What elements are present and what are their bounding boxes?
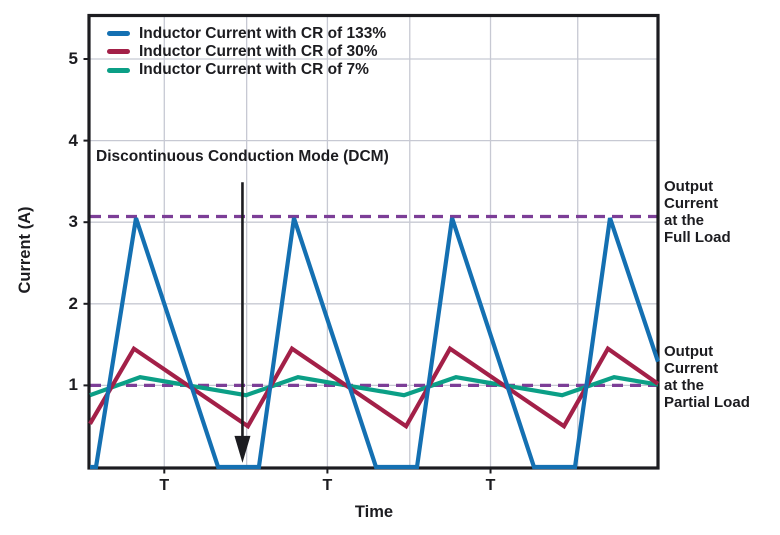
y-axis-title: Current (A) xyxy=(16,206,34,294)
dcm-annotation-label: Discontinuous Conduction Mode (DCM) xyxy=(96,148,389,165)
legend-item: Inductor Current with CR of 7% xyxy=(107,61,369,79)
series-line xyxy=(89,375,659,398)
y-tick-label: 2 xyxy=(68,293,78,313)
x-tick-label: T xyxy=(485,477,496,494)
legend-swatch-line xyxy=(107,67,130,73)
legend-label: Inductor Current with CR of 30% xyxy=(139,42,378,60)
legend-swatch-line xyxy=(107,49,130,55)
y-tick-label: 3 xyxy=(68,212,78,232)
full-load-label: Output Current at the Full Load xyxy=(664,178,731,246)
x-tick-label: T xyxy=(322,477,333,494)
plot-border xyxy=(87,13,660,470)
series-line xyxy=(88,345,660,430)
legend-swatch-line xyxy=(107,31,130,36)
x-axis-title: Time xyxy=(354,503,394,521)
partial-load-label: Output Current at the Partial Load xyxy=(664,343,750,411)
legend-label: Inductor Current with CR of 7% xyxy=(139,61,369,79)
y-tick-label: 1 xyxy=(68,375,78,395)
y-tick-label: 4 xyxy=(68,130,78,150)
x-tick-label: T xyxy=(159,477,170,494)
dcm-arrow-head xyxy=(234,435,251,463)
y-tick-label: 5 xyxy=(68,49,78,68)
legend-item: Inductor Current with CR of 30% xyxy=(107,43,378,61)
legend-item: Inductor Current with CR of 133% xyxy=(107,25,386,43)
series-line xyxy=(90,217,660,470)
legend-label: Inductor Current with CR of 133% xyxy=(139,24,387,42)
